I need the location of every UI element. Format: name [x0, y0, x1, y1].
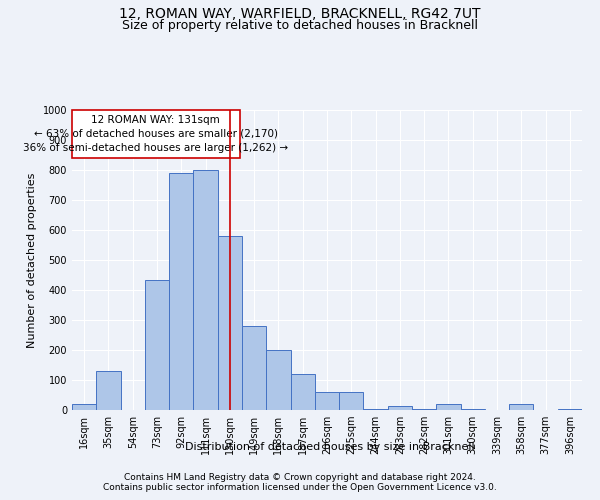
Bar [436, 404, 461, 410]
Bar [193, 170, 218, 410]
Bar [96, 371, 121, 410]
Bar [290, 374, 315, 410]
Bar [72, 404, 96, 410]
Bar [315, 392, 339, 410]
Bar [266, 350, 290, 410]
Text: Contains public sector information licensed under the Open Government Licence v3: Contains public sector information licen… [103, 484, 497, 492]
Text: Size of property relative to detached houses in Bracknell: Size of property relative to detached ho… [122, 19, 478, 32]
Y-axis label: Number of detached properties: Number of detached properties [27, 172, 37, 348]
Bar [145, 280, 169, 410]
FancyBboxPatch shape [72, 110, 239, 158]
Bar [169, 173, 193, 410]
Bar [558, 408, 582, 410]
Bar [461, 408, 485, 410]
Bar [412, 408, 436, 410]
Text: Contains HM Land Registry data © Crown copyright and database right 2024.: Contains HM Land Registry data © Crown c… [124, 472, 476, 482]
Bar [509, 404, 533, 410]
Bar [242, 326, 266, 410]
Text: 12 ROMAN WAY: 131sqm
← 63% of detached houses are smaller (2,170)
36% of semi-de: 12 ROMAN WAY: 131sqm ← 63% of detached h… [23, 115, 289, 153]
Bar [364, 408, 388, 410]
Text: 12, ROMAN WAY, WARFIELD, BRACKNELL, RG42 7UT: 12, ROMAN WAY, WARFIELD, BRACKNELL, RG42… [119, 8, 481, 22]
Bar [388, 406, 412, 410]
Bar [339, 392, 364, 410]
Bar [218, 236, 242, 410]
Text: Distribution of detached houses by size in Bracknell: Distribution of detached houses by size … [185, 442, 475, 452]
